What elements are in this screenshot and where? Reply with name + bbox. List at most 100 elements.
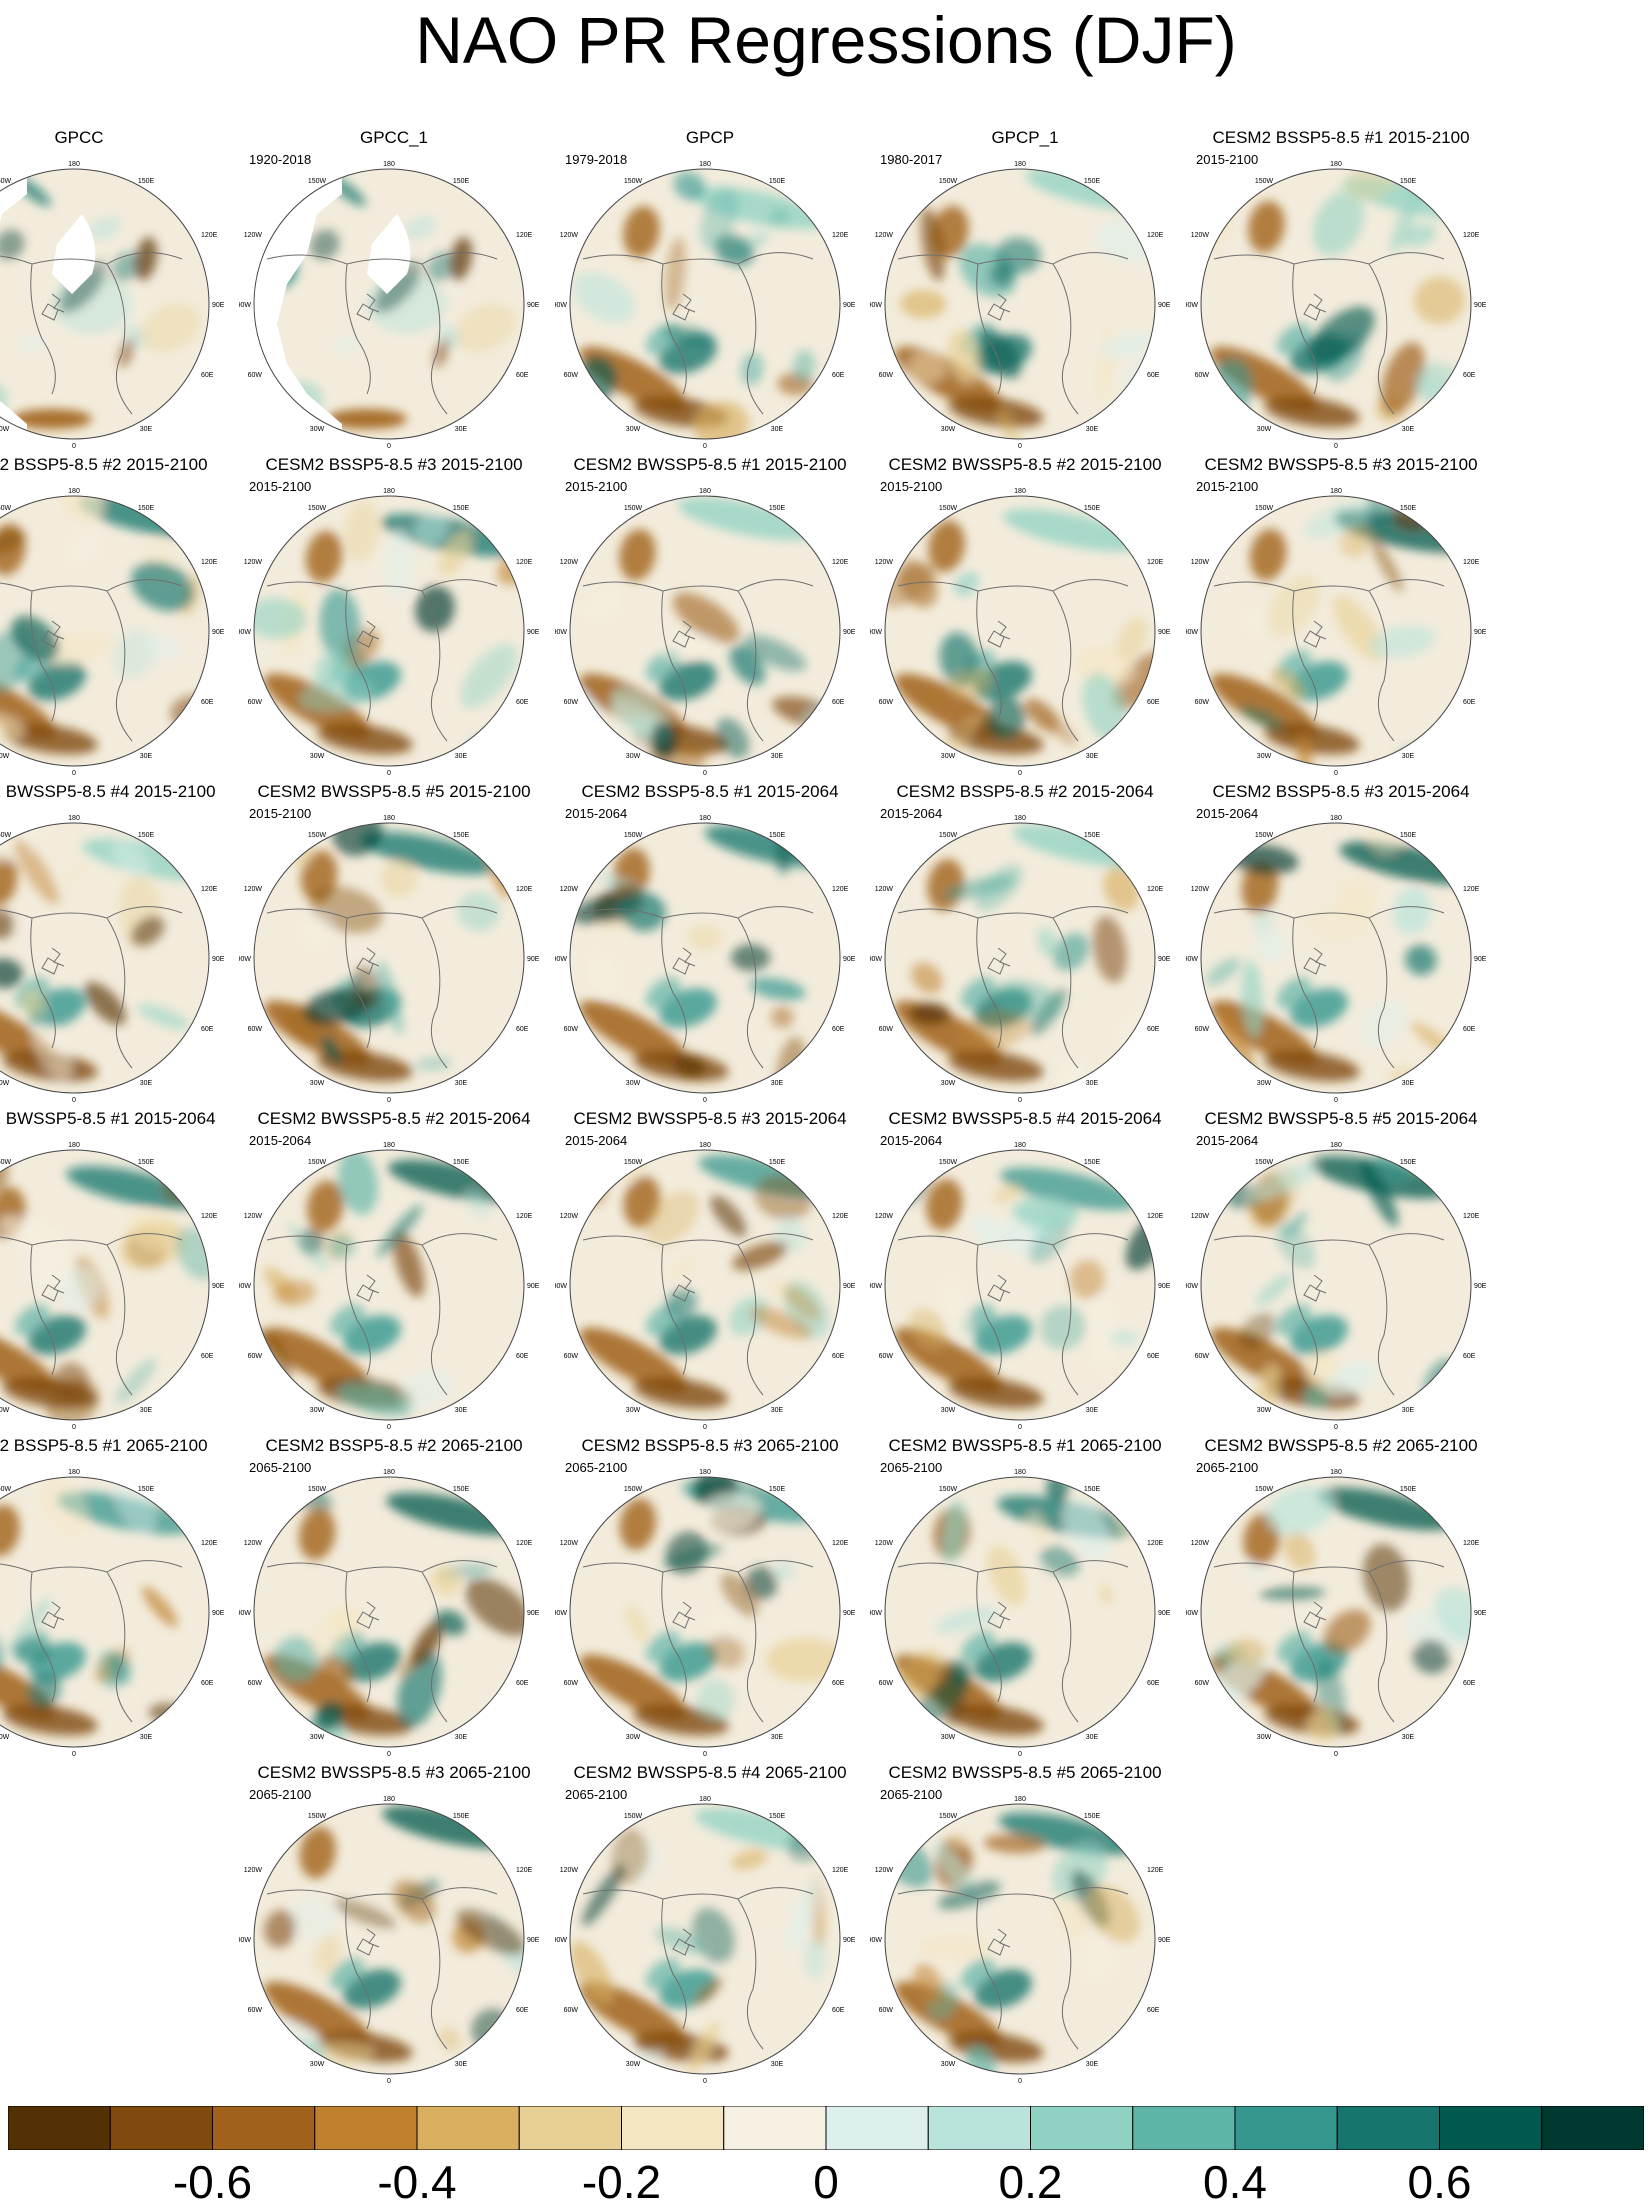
regression-field [1201,823,1471,1093]
longitude-label: 180 [1014,815,1026,822]
colorbar-swatch [1030,2106,1134,2150]
anomaly-blobs [579,1477,840,1736]
longitude-label: 60W [248,1680,263,1687]
longitude-label: 150E [1400,178,1417,185]
longitude-label: 30W [310,753,325,760]
regression-field [1201,496,1471,766]
longitude-label: 90E [843,1937,855,1944]
longitude-label: 30E [771,2061,784,2068]
panel-period: 2015-2100 [1196,152,1259,167]
map-boundary [569,1803,841,2075]
map-panel: CESM2 BSSP5-8.5 #2 2015-21002015-2100180… [0,455,234,777]
regression-field [885,823,1155,1093]
longitude-label: 60W [564,2007,579,2014]
map-panel: CESM2 BWSSP5-8.5 #5 2065-2100 2065-2100 18… [870,1763,1180,2085]
map-panel: CESM2 BWSSP5-8.5 #3 2065-2100 2065-2100 18… [239,1763,549,2085]
longitude-label: 30E [1402,1734,1415,1741]
coastline [897,1887,1129,2050]
longitude-label: 60W [879,699,894,706]
map-panel: CESM2 BSSP5-8.5 #3 2065-2100 2065-2100 180… [555,1436,865,1758]
longitude-label: 150E [453,832,470,839]
map-boundary [884,168,1156,440]
colorbar-tick-label: -0.2 [581,2156,662,2208]
map-panel: GPCC_1 1920-2018 180 0 150W 150E 120W 120E 90W 90… [239,128,549,450]
longitude-label: 60W [1195,372,1210,379]
longitude-label: 60E [201,699,214,706]
longitude-label: 150E [1084,505,1101,512]
longitude-label: 60E [1463,372,1476,379]
longitude-label: 90E [843,956,855,963]
longitude-label: 180 [699,815,711,822]
longitude-label: 60E [832,699,845,706]
panel-title: CESM2 BWSSP5-8.5 #2 2065-2100 [1204,1436,1478,1455]
panel-title: CESM2 BSSP5-8.5 #3 2065-2100 [581,1436,839,1455]
longitude-label: 90E [212,956,224,963]
map-boundary [569,822,841,1094]
regression-field [570,1477,840,1747]
longitude-label: 30E [140,753,153,760]
map-boundary [0,1149,210,1421]
longitude-label: 30E [140,1080,153,1087]
longitude-label: 120W [560,886,579,893]
coastline [266,252,498,415]
longitude-label: 120W [560,1213,579,1220]
polar-map: 1800150W150E120W120E90W90E60W60E30W30E [0,815,224,1104]
longitude-label: 120W [244,1213,263,1220]
longitude-label: 90E [527,302,539,309]
longitude-label: 30W [1257,753,1272,760]
map-panel: CESM2 BSSP5-8.5 #1 2015-2100 2015-2100 180… [1186,128,1496,450]
longitude-label: 30W [626,753,641,760]
longitude-label: 30E [140,426,153,433]
longitude-label: 120W [1191,1213,1210,1220]
coastline [0,1560,183,1723]
longitude-label: 150W [0,505,12,512]
longitude-label: 120W [244,559,263,566]
longitude-label: 60W [1195,1026,1210,1033]
longitude-label: 150W [1255,832,1274,839]
panel-period: 2065-2100 [1196,1460,1259,1475]
longitude-label: 120E [201,886,218,893]
map-panel: CESM2 BWSSP5-8.5 #5 2015-2100 2015-2100 18… [239,782,549,1104]
map-panel: CESM2 BWSSP5-8.5 #4 2015-21002015-210018… [0,782,234,1104]
polar-map: 1800150W150E120W120E90W90E60W60E30W30E [555,1142,855,1431]
map-boundary [569,495,841,767]
longitude-label: 120E [1463,232,1480,239]
longitude-label: 120W [1191,1540,1210,1547]
longitude-label: 180 [68,161,80,168]
map-panel: CESM2 BWSSP5-8.5 #2 2015-2100 2015-2100 18… [870,455,1180,777]
map-boundary [253,1476,525,1748]
longitude-label: 30W [941,1734,956,1741]
panel-period: 2015-2100 [880,479,943,494]
longitude-label: 150W [1255,505,1274,512]
longitude-label: 30W [626,1080,641,1087]
map-panel: CESM2 BWSSP5-8.5 #1 2015-2100 2015-2100 18… [555,455,865,777]
longitude-label: 90W [555,956,567,963]
regression-field [570,1150,840,1420]
map-boundary [884,495,1156,767]
longitude-label: 90W [555,1283,567,1290]
longitude-label: 120E [516,1540,533,1547]
longitude-label: 180 [1014,488,1026,495]
longitude-label: 150W [939,505,958,512]
longitude-label: 90W [239,956,251,963]
longitude-label: 120E [1147,1867,1164,1874]
panel-title: CESM2 BSSP5-8.5 #1 2015-2064 [581,782,839,801]
longitude-label: 60E [1147,1353,1160,1360]
longitude-label: 30E [1402,426,1415,433]
longitude-label: 150E [769,1159,786,1166]
longitude-label: 60E [516,1353,529,1360]
longitude-label: 60E [832,1680,845,1687]
longitude-label: 60W [564,1353,579,1360]
longitude-label: 120E [832,1540,849,1547]
colorbar-swatch [518,2106,622,2150]
panel-period: 2015-2064 [1196,806,1259,821]
regression-field [254,169,524,439]
regression-field [570,496,840,766]
longitude-label: 90W [239,1283,251,1290]
longitude-label: 60E [201,1353,214,1360]
polar-map: 1800150W150E120W120E90W90E60W60E30W30E [239,488,539,777]
longitude-label: 30W [310,1407,325,1414]
panel-period: 2065-2100 [565,1787,628,1802]
longitude-label: 30W [0,1080,10,1087]
longitude-label: 0 [387,1751,391,1758]
